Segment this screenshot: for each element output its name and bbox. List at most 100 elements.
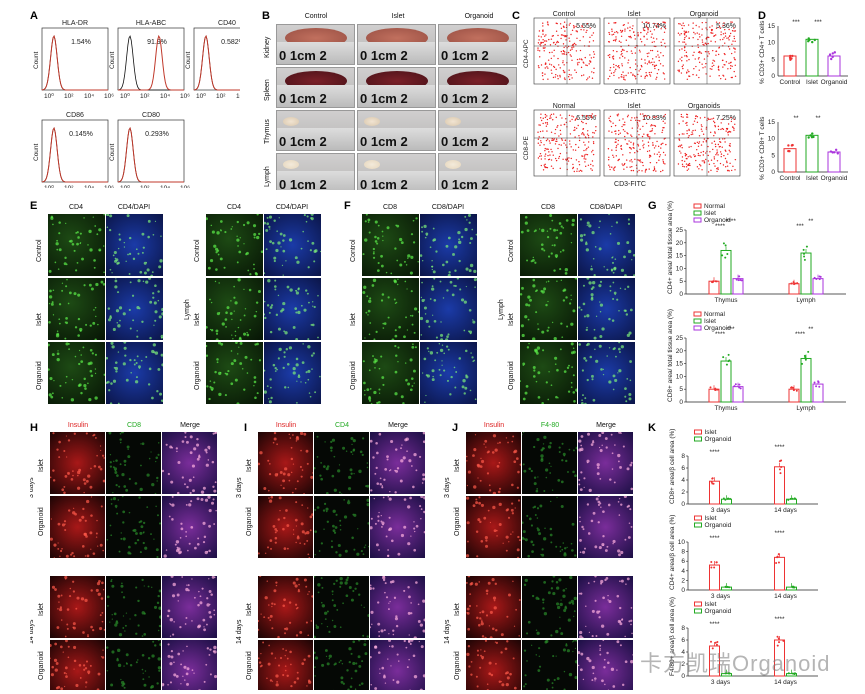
x-tick-label: Islet xyxy=(806,79,818,86)
flow-dot xyxy=(538,39,540,41)
speckle xyxy=(578,592,581,595)
data-point xyxy=(722,356,725,359)
flow-dot xyxy=(703,138,706,140)
flow-dot xyxy=(608,31,610,34)
flow-dot xyxy=(576,170,578,172)
hist-curve-sample xyxy=(41,34,108,91)
flow-dot xyxy=(628,140,630,142)
flow-dot xyxy=(720,31,722,33)
speckle xyxy=(463,329,466,332)
speckle xyxy=(218,312,221,314)
speckle xyxy=(370,489,373,492)
flow-dot xyxy=(621,125,623,128)
speckle xyxy=(220,372,222,374)
flow-dot xyxy=(687,69,689,71)
significance: **** xyxy=(709,449,720,456)
speckle xyxy=(275,248,279,253)
speckle xyxy=(483,650,486,653)
speckle xyxy=(617,501,620,503)
speckle xyxy=(368,397,372,401)
data-point xyxy=(804,356,807,359)
speckle xyxy=(151,271,154,274)
speckle xyxy=(384,591,386,594)
speckle xyxy=(263,616,266,619)
speckle xyxy=(210,301,213,304)
ruler: 0 1cm 2 xyxy=(439,128,516,150)
data-point xyxy=(727,353,730,356)
speckle xyxy=(56,626,60,629)
flow-dot xyxy=(690,156,692,158)
speckle xyxy=(87,244,89,246)
speckle xyxy=(598,247,602,251)
speckle xyxy=(470,352,472,354)
flow-dot xyxy=(728,39,730,41)
organ-photo: 0 1cm 2 xyxy=(438,110,517,151)
speckle xyxy=(386,455,389,458)
y-tick-label: 20 xyxy=(676,240,684,247)
data-point xyxy=(775,562,778,565)
micrograph-merge xyxy=(370,640,425,690)
legend-entry: Organoid xyxy=(704,325,731,332)
speckle xyxy=(479,666,482,669)
flow-dot xyxy=(651,33,653,35)
speckle xyxy=(394,344,397,348)
flow-col-label: Normal xyxy=(553,103,576,110)
flow-dot xyxy=(716,152,718,154)
speckle xyxy=(514,449,518,453)
speckle xyxy=(350,598,354,602)
speckle xyxy=(110,382,113,385)
speckle xyxy=(113,250,117,255)
speckle xyxy=(591,378,594,381)
speckle xyxy=(213,244,217,248)
speckle-layer xyxy=(314,640,368,690)
hist-tick: 10⁴ xyxy=(160,185,170,188)
speckle xyxy=(592,398,596,402)
speckle xyxy=(485,614,489,617)
flow-dot xyxy=(644,59,646,61)
speckle xyxy=(618,432,621,434)
speckle xyxy=(454,245,458,249)
speckle xyxy=(533,476,537,479)
speckle xyxy=(87,382,89,385)
flow-dot xyxy=(545,34,547,36)
micrograph-red xyxy=(50,576,105,638)
speckle xyxy=(344,581,348,585)
flow-dot xyxy=(578,61,580,64)
flow-dot xyxy=(656,26,658,29)
speckle xyxy=(475,498,478,501)
speckle-layer xyxy=(51,576,105,638)
speckle xyxy=(412,485,415,489)
speckle xyxy=(616,298,619,301)
speckle xyxy=(307,240,309,242)
speckle xyxy=(314,576,316,578)
speckle xyxy=(592,286,595,289)
speckle xyxy=(609,233,612,235)
speckle xyxy=(125,378,129,382)
speckle xyxy=(462,379,466,383)
y-tick-label: 15 xyxy=(676,253,684,260)
speckle xyxy=(275,683,279,687)
flow-dot xyxy=(634,117,636,119)
speckle xyxy=(77,236,80,239)
micrograph-green xyxy=(206,278,263,340)
speckle xyxy=(75,269,78,272)
speckle xyxy=(412,219,415,222)
flow-dot xyxy=(680,115,683,118)
flow-dot xyxy=(705,141,707,143)
flow-dot xyxy=(641,21,643,23)
speckle xyxy=(113,612,117,616)
speckle xyxy=(306,539,309,542)
speckle-layer xyxy=(48,342,105,402)
flow-dot xyxy=(705,21,707,24)
micrograph-blue xyxy=(106,214,163,276)
data-point xyxy=(790,144,794,147)
speckle xyxy=(48,302,51,305)
flow-dot xyxy=(579,49,582,52)
flow-dot xyxy=(658,159,660,161)
speckle xyxy=(169,503,171,505)
flow-dot xyxy=(621,65,624,67)
flow-dot xyxy=(565,39,567,41)
speckle xyxy=(461,385,465,389)
speckle xyxy=(630,659,633,664)
speckle xyxy=(368,299,372,303)
